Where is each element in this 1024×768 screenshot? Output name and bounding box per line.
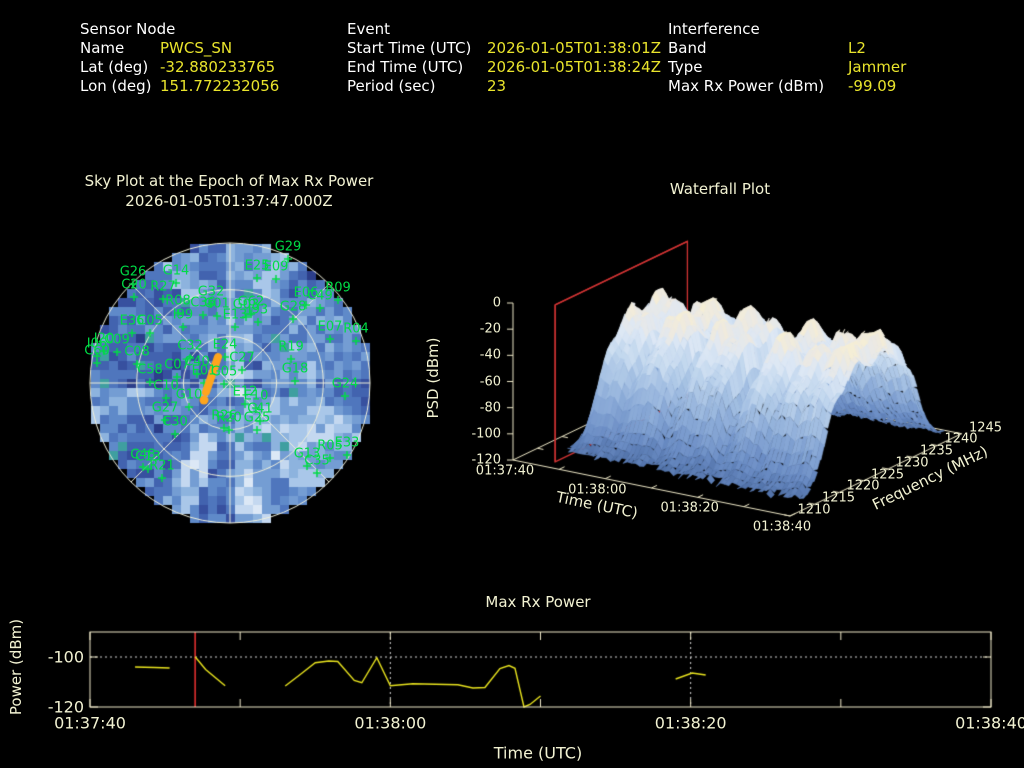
event-panel: Event Start Time (UTC) 2026-01-05T01:38:… xyxy=(347,20,661,96)
waterfall-title: Waterfall Plot xyxy=(669,180,771,198)
sky-plot-region xyxy=(60,165,400,535)
sky-plot-title-line2: 2026-01-05T01:37:47.000Z xyxy=(125,192,333,210)
event-end-row: End Time (UTC) 2026-01-05T01:38:24Z xyxy=(347,58,661,77)
event-start-row: Start Time (UTC) 2026-01-05T01:38:01Z xyxy=(347,39,661,58)
sensor-lat-row: Lat (deg) -32.880233765 xyxy=(80,58,279,77)
waterfall-z-axis-label: PSD (dBm) xyxy=(424,337,442,419)
power-plot-title: Max Rx Power xyxy=(485,593,591,611)
interference-type-row: Type Jammer xyxy=(668,58,906,77)
event-start-value: 2026-01-05T01:38:01Z xyxy=(487,39,661,57)
sensor-name-row: Name PWCS_SN xyxy=(80,39,279,58)
sensor-lat-label: Lat (deg) xyxy=(80,58,149,76)
event-end-value: 2026-01-05T01:38:24Z xyxy=(487,58,661,76)
sensor-node-panel: Sensor Node Name PWCS_SN Lat (deg) -32.8… xyxy=(80,20,279,96)
event-period-label: Period (sec) xyxy=(347,77,436,95)
sky-plot-title: Sky Plot at the Epoch of Max Rx Power 20… xyxy=(85,171,374,211)
interference-power-row: Max Rx Power (dBm) -99.09 xyxy=(668,77,906,96)
sensor-node-title: Sensor Node xyxy=(80,20,176,38)
event-start-label: Start Time (UTC) xyxy=(347,39,472,57)
interference-type-value: Jammer xyxy=(848,58,907,76)
max-rx-power-plot-region xyxy=(30,590,1024,765)
interference-power-label: Max Rx Power (dBm) xyxy=(668,77,825,95)
sensor-lat-value: -32.880233765 xyxy=(160,58,276,76)
interference-type-label: Type xyxy=(668,58,703,76)
interference-panel: Interference Band L2 Type Jammer Max Rx … xyxy=(668,20,906,96)
interference-band-label: Band xyxy=(668,39,707,57)
sensor-lon-row: Lon (deg) 151.772232056 xyxy=(80,77,279,96)
power-x-axis-label: Time (UTC) xyxy=(493,743,583,763)
sensor-name-value: PWCS_SN xyxy=(160,39,233,57)
sensor-lon-label: Lon (deg) xyxy=(80,77,152,95)
interference-band-row: Band L2 xyxy=(668,39,906,58)
interference-title: Interference xyxy=(668,20,760,38)
event-title: Event xyxy=(347,20,390,38)
event-end-label: End Time (UTC) xyxy=(347,58,464,76)
power-y-axis-label: Power (dBm) xyxy=(7,618,25,716)
sky-plot-title-line1: Sky Plot at the Epoch of Max Rx Power xyxy=(84,172,374,190)
event-period-row: Period (sec) 23 xyxy=(347,77,661,96)
sensor-lon-value: 151.772232056 xyxy=(160,77,280,95)
interference-band-value: L2 xyxy=(848,39,866,57)
sensor-name-label: Name xyxy=(80,39,125,57)
event-period-value: 23 xyxy=(487,77,507,95)
interference-power-value: -99.09 xyxy=(848,77,897,95)
